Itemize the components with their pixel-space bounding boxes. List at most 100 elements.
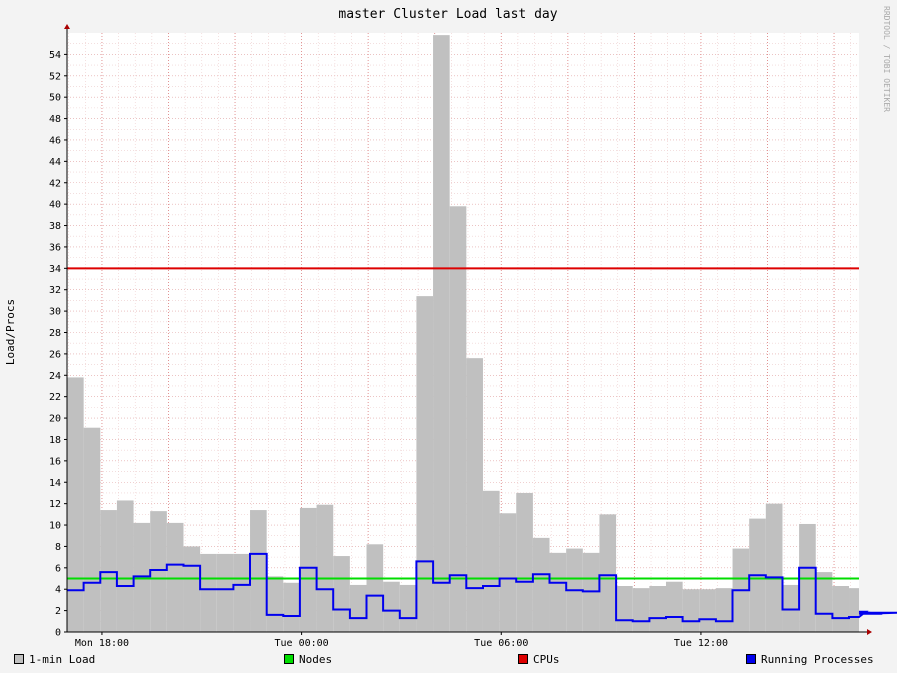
load-bar	[815, 572, 833, 632]
x-tick-label: Mon 18:00	[75, 638, 129, 649]
y-tick-label: 42	[49, 178, 61, 189]
load-bar	[632, 588, 650, 632]
load-bars	[67, 35, 859, 633]
load-bar	[250, 510, 267, 632]
plot-area: 0246810121416182022242628303234363840424…	[49, 24, 897, 649]
y-tick-label: 40	[49, 200, 61, 211]
legend-swatch	[284, 654, 294, 664]
load-bar	[133, 522, 151, 632]
y-tick-labels: 0246810121416182022242628303234363840424…	[49, 50, 61, 639]
load-bar	[765, 503, 783, 632]
legend-label: Running Processes	[761, 653, 874, 666]
load-bar	[599, 514, 617, 632]
y-tick-label: 14	[49, 478, 61, 489]
y-tick-label: 30	[49, 307, 61, 318]
load-bar	[532, 537, 550, 632]
legend-label: CPUs	[533, 653, 560, 666]
load-bar	[449, 206, 467, 632]
rrdtool-watermark: RRDTOOL / TOBI OETIKER	[882, 6, 891, 112]
legend-item: Nodes	[284, 653, 332, 666]
y-tick-label: 34	[49, 264, 61, 275]
y-tick-label: 18	[49, 435, 61, 446]
load-bar	[482, 490, 500, 632]
load-bar	[216, 553, 234, 632]
y-tick-label: 44	[49, 157, 61, 168]
load-bar	[665, 581, 683, 632]
load-bar	[233, 553, 251, 632]
y-tick-label: 16	[49, 456, 61, 467]
vertical-grid	[68, 33, 851, 632]
legend-swatch	[518, 654, 528, 664]
y-tick-label: 4	[55, 585, 61, 596]
load-bar	[499, 513, 517, 632]
legend-label: 1-min Load	[29, 653, 95, 666]
y-tick-label: 8	[55, 542, 61, 553]
load-bar	[333, 556, 350, 632]
y-tick-label: 24	[49, 371, 61, 382]
y-tick-label: 52	[49, 71, 61, 82]
load-bar	[366, 544, 384, 632]
load-bar	[67, 377, 84, 632]
y-tick-label: 36	[49, 242, 61, 253]
x-axis-arrow	[867, 629, 872, 635]
legend-swatch	[14, 654, 24, 664]
y-tick-label: 46	[49, 135, 61, 146]
load-bar	[782, 584, 800, 632]
x-tick-label: Tue 12:00	[674, 638, 728, 649]
running-processes-line	[67, 552, 897, 623]
chart-title: master Cluster Load last day	[338, 7, 557, 22]
load-bar	[466, 358, 483, 632]
axes	[64, 24, 872, 635]
load-bar	[849, 588, 859, 632]
y-tick-label: 20	[49, 414, 61, 425]
load-bar	[682, 589, 700, 632]
load-bar	[100, 510, 117, 632]
load-bar	[150, 511, 167, 632]
load-bar	[699, 589, 716, 632]
y-tick-label: 22	[49, 392, 61, 403]
load-bar	[266, 576, 284, 632]
load-bar	[399, 584, 417, 632]
y-axis-title: Load/Procs	[4, 299, 17, 365]
load-bar	[166, 522, 184, 632]
legend-item: 1-min Load	[14, 653, 95, 666]
load-bar	[715, 588, 733, 632]
y-axis-arrow	[64, 24, 70, 29]
x-tick-labels: Mon 18:00 Tue 00:00 Tue 06:00 Tue 12:00	[75, 638, 728, 649]
y-tick-label: 10	[49, 521, 61, 532]
load-bar	[383, 581, 400, 632]
load-bar	[832, 586, 850, 632]
load-bar	[83, 427, 101, 632]
load-bar	[616, 586, 633, 632]
x-tick-label: Tue 00:00	[275, 638, 329, 649]
y-tick-label: 32	[49, 285, 61, 296]
y-tick-label: 50	[49, 93, 61, 104]
load-bar	[116, 500, 134, 632]
load-bar	[183, 546, 201, 632]
legend-item: Running Processes	[746, 653, 874, 666]
legend-item: CPUs	[518, 653, 560, 666]
load-bar	[582, 552, 600, 632]
load-bar	[649, 586, 666, 632]
legend: 1-min Load Nodes CPUs Running Processes	[14, 653, 874, 666]
load-bar	[349, 584, 367, 632]
load-bar	[516, 492, 533, 632]
legend-label: Nodes	[299, 653, 332, 666]
y-tick-label: 38	[49, 221, 61, 232]
load-bar	[200, 553, 217, 632]
load-bar	[283, 582, 300, 632]
y-tick-label: 2	[55, 606, 61, 617]
load-bar	[299, 507, 317, 632]
load-bar	[316, 504, 334, 632]
load-bar	[416, 296, 434, 632]
load-bar	[433, 35, 450, 633]
y-tick-label: 54	[49, 50, 61, 61]
legend-swatch	[746, 654, 756, 664]
x-tick-label: Tue 06:00	[474, 638, 528, 649]
load-bar	[549, 552, 567, 632]
y-tick-label: 26	[49, 349, 61, 360]
y-tick-label: 0	[55, 628, 61, 639]
y-tick-label: 28	[49, 328, 61, 339]
